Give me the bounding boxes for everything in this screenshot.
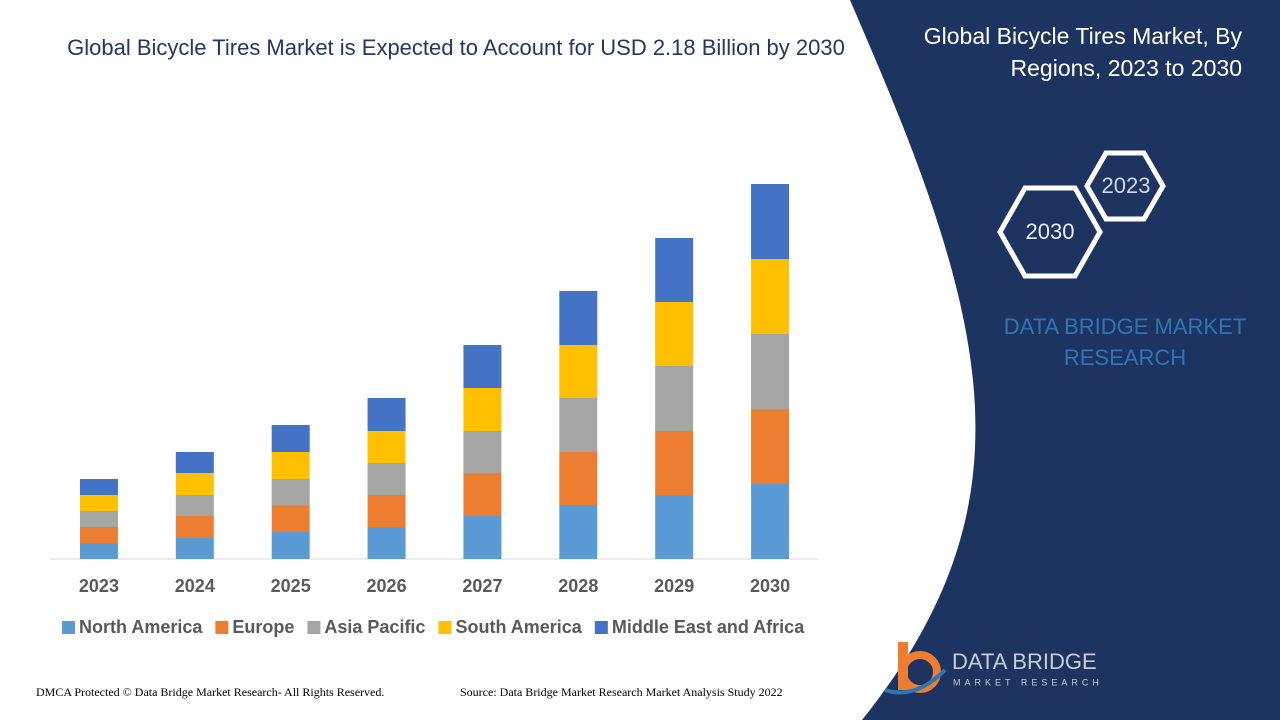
bar-segment	[751, 484, 790, 559]
bar-segment	[367, 495, 406, 527]
bar-segment	[655, 431, 694, 495]
bar-segment	[559, 505, 598, 559]
bar-segment	[271, 425, 310, 452]
logo-tagline: MARKET RESEARCH	[953, 677, 1103, 687]
bar-segment	[271, 505, 310, 532]
bar-segment	[751, 334, 790, 409]
bar-segment	[79, 511, 118, 527]
bar-segment	[463, 388, 502, 431]
hex-label: 2030	[1026, 219, 1075, 244]
hexagon	[1084, 150, 1166, 222]
bar-segment	[175, 495, 214, 516]
legend-label: North America	[79, 617, 203, 637]
bar-segment	[655, 366, 694, 431]
legend-label: South America	[455, 617, 582, 637]
bar-segment	[655, 238, 694, 302]
bar-segment	[463, 516, 502, 559]
bar-segment	[271, 479, 310, 505]
bar-segment	[559, 398, 598, 452]
hexagon	[997, 185, 1103, 279]
x-tick-label: 2030	[750, 576, 790, 596]
legend-label: Asia Pacific	[324, 617, 425, 637]
legend-swatch	[215, 621, 229, 634]
x-tick-label: 2028	[558, 576, 598, 596]
bar-segment	[463, 473, 502, 516]
bar-segment	[463, 431, 502, 473]
plot: 2023 2024 2025 2026 2027 2028 2029 2030 North Am…	[62, 184, 805, 637]
bar-segment	[175, 473, 214, 495]
bar-segment	[559, 345, 598, 398]
bar-segment	[79, 479, 118, 495]
bar-segment	[751, 259, 790, 334]
bar-segment	[367, 431, 406, 463]
x-tick-label: 2026	[367, 576, 407, 596]
x-tick-label: 2025	[271, 576, 311, 596]
bar-segment	[559, 291, 598, 345]
x-tick-label: 2024	[175, 576, 215, 596]
legend-swatch	[307, 621, 321, 634]
legend-swatch	[594, 621, 608, 634]
x-tick-label: 2023	[79, 576, 119, 596]
x-tick-label: 2029	[654, 576, 694, 596]
legend-swatch	[62, 621, 75, 634]
brand-text: DATA BRIDGE MARKET RESEARCH	[1003, 314, 1247, 370]
bar-segment	[655, 495, 694, 559]
bar-segment	[367, 527, 406, 559]
bar-segment	[367, 463, 406, 495]
chart-title: Global Bicycle Tires Market is Expected …	[67, 35, 845, 60]
bar-segment	[367, 398, 406, 431]
bar-segment	[751, 409, 790, 484]
hex-label: 2023	[1102, 173, 1151, 198]
footer-left: DMCA Protected © Data Bridge Market Rese…	[36, 685, 385, 699]
logo-name: DATA BRIDGE	[952, 649, 1097, 674]
side-panel	[850, 0, 1280, 720]
legend-label: Europe	[232, 617, 294, 637]
bar-segment	[79, 543, 118, 559]
x-tick-label: 2027	[462, 576, 502, 596]
logo: DATA BRIDGE MARKET RESEARCH	[884, 642, 1103, 695]
footer-right: Source: Data Bridge Market Research Mark…	[460, 685, 783, 699]
bar-segment	[463, 345, 502, 388]
legend-swatch	[438, 621, 452, 634]
bar-segment	[655, 302, 694, 366]
panel-title: Global Bicycle Tires Market, By Regions,…	[923, 23, 1242, 81]
bar-segment	[271, 532, 310, 559]
bar-segment	[559, 452, 598, 505]
bar-segment	[271, 452, 310, 479]
bar-segment	[79, 527, 118, 543]
bar-segment	[175, 538, 214, 559]
bar-segment	[175, 516, 214, 538]
legend-label: Middle East and Africa	[612, 617, 805, 637]
logo-mark	[884, 668, 947, 695]
bar-segment	[79, 495, 118, 511]
bar-segment	[175, 452, 214, 473]
bar-segment	[751, 184, 790, 259]
